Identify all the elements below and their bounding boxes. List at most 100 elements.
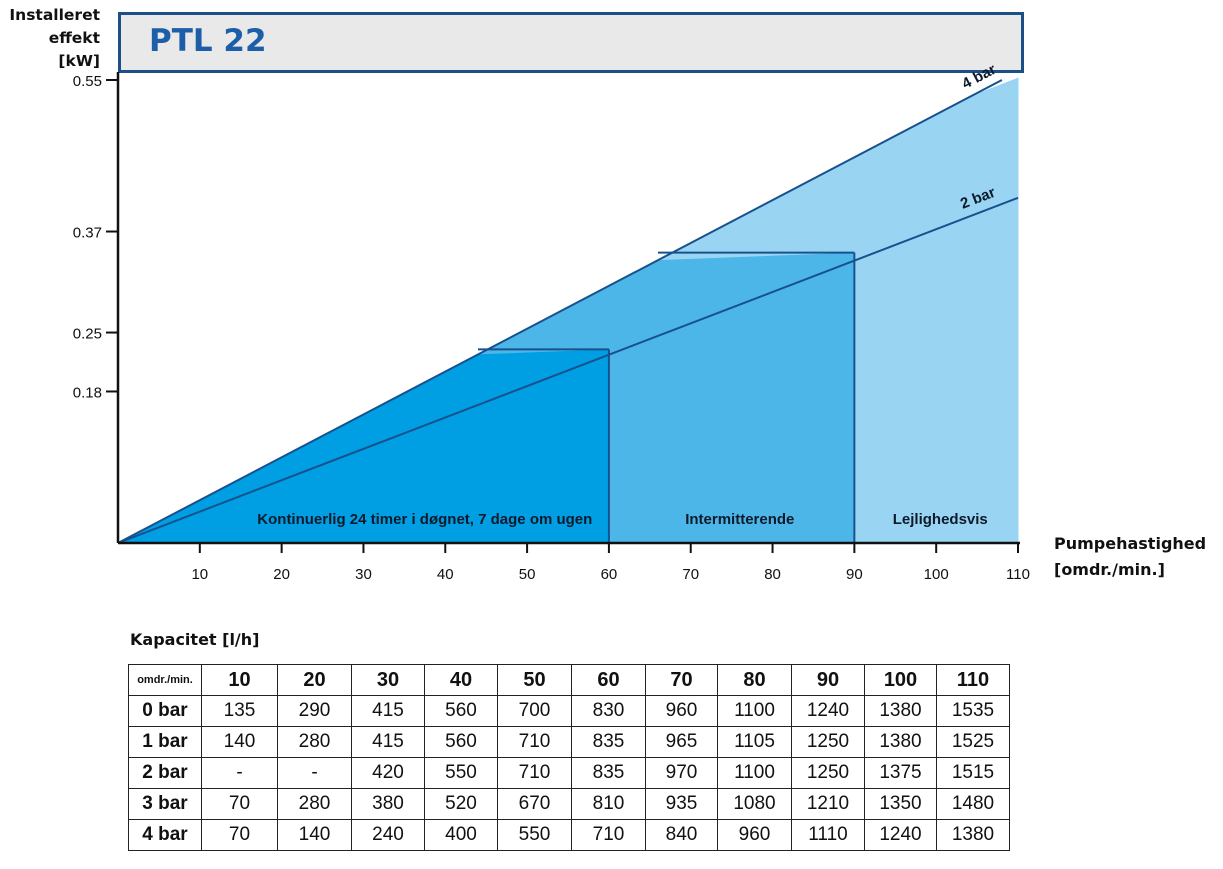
table-cell: 960 xyxy=(645,695,718,727)
table-row: 1 bar 140 280 415 560 710 835 965 1105 1250 1380 15… xyxy=(128,726,1010,758)
region-label-intermittent: Intermitterende xyxy=(685,511,794,528)
table-cell: 1105 xyxy=(717,726,792,758)
table-column-header: 100 xyxy=(864,664,937,696)
chart-canvas: 10 20 30 40 50 60 70 80 90 100 110 0.18 0.25 0.37 0.55… xyxy=(73,61,1030,583)
table-cell: 1380 xyxy=(864,695,937,727)
y-axis-label-line-2: effekt xyxy=(48,29,100,47)
table-cell: 710 xyxy=(571,819,646,851)
table-cell: 1375 xyxy=(864,757,937,789)
x-tick-label-90: 90 xyxy=(846,566,863,583)
table-cell: 140 xyxy=(277,819,352,851)
table-cell: 970 xyxy=(645,757,718,789)
table-cell: 1240 xyxy=(864,819,937,851)
series-line-4-bar xyxy=(117,79,1003,544)
table-row-header: 3 bar xyxy=(128,788,202,820)
table-cell: 670 xyxy=(497,788,572,820)
table-cell: 400 xyxy=(424,819,498,851)
y-tick-label-2: 0.37 xyxy=(73,225,102,242)
table-cell: 290 xyxy=(277,695,352,727)
table-cell: - xyxy=(277,757,352,789)
table-cell: 1380 xyxy=(936,819,1010,851)
chart-title-box: PTL 22 xyxy=(118,12,1024,73)
table-cell: 835 xyxy=(571,726,646,758)
table-cell: 1525 xyxy=(936,726,1010,758)
table-row: 4 bar 70 140 240 400 550 710 840 960 1110 1240 1380 xyxy=(128,819,1010,851)
table-cell: 70 xyxy=(201,819,278,851)
table-cell: 415 xyxy=(351,695,425,727)
x-tick-label-20: 20 xyxy=(273,566,290,583)
table-cell: 280 xyxy=(277,788,352,820)
table-column-header: 70 xyxy=(645,664,718,696)
table-cell: 70 xyxy=(201,788,278,820)
table-column-header: 80 xyxy=(717,664,792,696)
table-cell: 140 xyxy=(201,726,278,758)
table-row: 0 bar 135 290 415 560 700 830 960 1100 1240 1380 15… xyxy=(128,695,1010,727)
y-axis-label-line-3: [kW] xyxy=(58,52,100,70)
table-cell: 810 xyxy=(571,788,646,820)
x-tick-label-30: 30 xyxy=(355,566,372,583)
table-cell: 1210 xyxy=(791,788,865,820)
table-row-header: 4 bar xyxy=(128,819,202,851)
x-tick-label-50: 50 xyxy=(519,566,536,583)
chart-title: PTL 22 xyxy=(149,23,267,59)
region-label-continuous: Kontinuerlig 24 timer i døgnet, 7 dage o… xyxy=(257,511,592,528)
table-header-row: omdr./min. 10 20 30 40 50 60 70 80 90 100 110 xyxy=(128,664,1010,696)
table-cell: 1250 xyxy=(791,726,865,758)
table-row-header: 0 bar xyxy=(128,695,202,727)
x-tick-label-80: 80 xyxy=(764,566,781,583)
table-cell: 1535 xyxy=(936,695,1010,727)
axes-layer: 10 20 30 40 50 60 70 80 90 100 110 0.18 0.25 0.37 0.55 xyxy=(73,72,1030,583)
table-cell: 135 xyxy=(201,695,278,727)
table-cell: 710 xyxy=(497,726,572,758)
table-cell: 700 xyxy=(497,695,572,727)
x-axis-label-line-2: [omdr./min.] xyxy=(1054,560,1165,579)
x-axis-label: Pumpehastighed [omdr./min.] xyxy=(1054,531,1206,583)
table-column-header: 20 xyxy=(277,664,352,696)
table-cell: 840 xyxy=(645,819,718,851)
x-tick-label-110: 110 xyxy=(1006,566,1030,583)
x-tick-label-70: 70 xyxy=(682,566,699,583)
capacity-table: omdr./min. 10 20 30 40 50 60 70 80 90 100 110 0 bar… xyxy=(128,664,1010,851)
table-cell: 1240 xyxy=(791,695,865,727)
table-cell: 1080 xyxy=(717,788,792,820)
x-axis-label-line-1: Pumpehastighed xyxy=(1054,534,1207,553)
table-cell: 830 xyxy=(571,695,646,727)
y-tick-label-1: 0.25 xyxy=(73,326,102,343)
region-label-occasional: Lejlighedsvis xyxy=(893,511,988,528)
y-tick-label-0: 0.18 xyxy=(73,384,102,401)
table-cell: 1110 xyxy=(791,819,865,851)
table-cell: 1350 xyxy=(864,788,937,820)
table-row: 3 bar 70 280 380 520 670 810 935 1080 1210 1350 148… xyxy=(128,788,1010,820)
table-cell: 710 xyxy=(497,757,572,789)
table-column-header: 90 xyxy=(791,664,865,696)
table-cell: 965 xyxy=(645,726,718,758)
region-continuous xyxy=(118,349,609,543)
table-cell: 420 xyxy=(351,757,425,789)
table-cell: 550 xyxy=(497,819,572,851)
table-cell: 280 xyxy=(277,726,352,758)
table-column-header: 60 xyxy=(571,664,646,696)
table-cell: 1100 xyxy=(717,757,792,789)
regions-layer xyxy=(118,77,1018,543)
table-cell: 1480 xyxy=(936,788,1010,820)
table-cell: 835 xyxy=(571,757,646,789)
table-cell: 560 xyxy=(424,726,498,758)
series-layer xyxy=(117,77,1019,544)
table-cell: 520 xyxy=(424,788,498,820)
table-body: 0 bar 135 290 415 560 700 830 960 1100 1240 1380 15… xyxy=(128,695,1010,851)
x-tick-label-10: 10 xyxy=(191,566,208,583)
series-line-2-bar xyxy=(117,196,1019,544)
table-cell: 415 xyxy=(351,726,425,758)
table-column-header: 50 xyxy=(497,664,572,696)
table-cell: 960 xyxy=(717,819,792,851)
table-cell: - xyxy=(201,757,278,789)
x-tick-label-60: 60 xyxy=(601,566,618,583)
table-title: Kapacitet [l/h] xyxy=(130,630,260,649)
table-row-header: 2 bar xyxy=(128,757,202,789)
table-corner-cell: omdr./min. xyxy=(128,664,202,696)
table-column-header: 40 xyxy=(424,664,498,696)
table-column-header: 10 xyxy=(201,664,278,696)
x-tick-label-100: 100 xyxy=(924,566,949,583)
y-tick-label-3: 0.55 xyxy=(73,73,102,90)
y-axis-label-line-1: Installeret xyxy=(9,6,100,24)
